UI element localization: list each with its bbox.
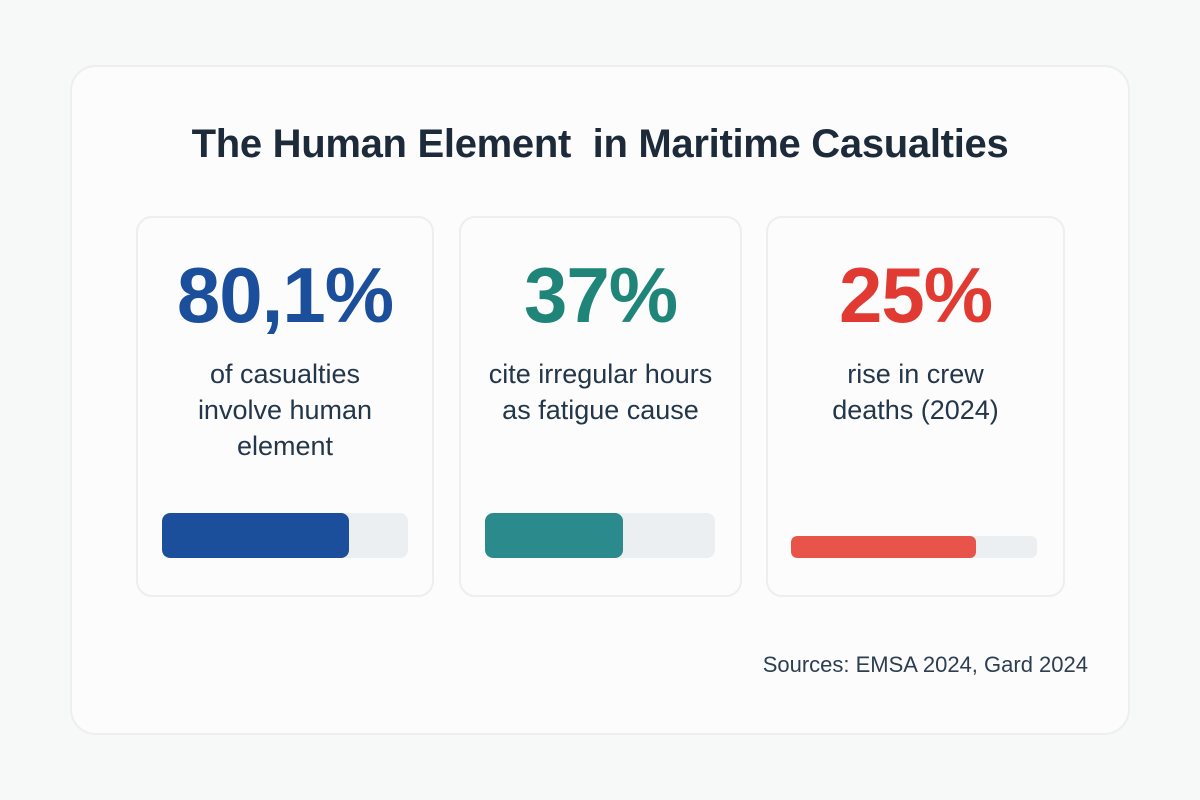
progress-fill (485, 513, 623, 558)
stat-value-fatigue: 37% (523, 251, 678, 339)
progress-fill (791, 536, 976, 558)
stat-description-fatigue: cite irregular hours as fatigue cause (488, 359, 713, 425)
progress-fill (162, 513, 349, 558)
page-title: The Human Element in Maritime Casualties (191, 122, 1009, 166)
stat-card-crew-deaths (766, 216, 1065, 597)
sources-note: Sources: EMSA 2024, Gard 2024 (762, 652, 1088, 677)
stat-description-human-element: of casualties involve human element (197, 359, 373, 461)
progress-bar-human-element (162, 513, 408, 558)
progress-bar-fatigue (485, 513, 715, 558)
stat-value-human-element: 80,1% (176, 251, 394, 339)
stat-description-crew-deaths: rise in crew deaths (2024) (832, 359, 999, 425)
stat-value-crew-deaths: 25% (838, 251, 993, 339)
progress-bar-crew-deaths (791, 536, 1037, 558)
